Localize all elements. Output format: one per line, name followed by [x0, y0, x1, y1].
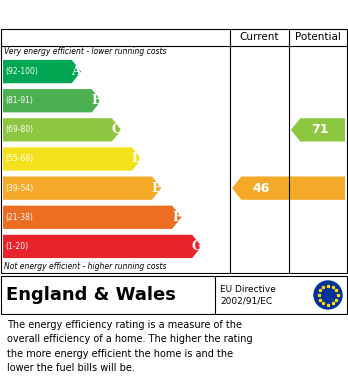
- Text: Not energy efficient - higher running costs: Not energy efficient - higher running co…: [4, 262, 166, 271]
- Text: The energy efficiency rating is a measure of the
overall efficiency of a home. T: The energy efficiency rating is a measur…: [7, 320, 253, 373]
- Circle shape: [314, 281, 342, 309]
- Text: Very energy efficient - lower running costs: Very energy efficient - lower running co…: [4, 47, 166, 56]
- Text: (21-38): (21-38): [5, 213, 33, 222]
- Polygon shape: [3, 206, 181, 229]
- Text: EU Directive: EU Directive: [220, 285, 276, 294]
- Text: E: E: [152, 182, 161, 195]
- Text: 71: 71: [311, 123, 328, 136]
- Polygon shape: [3, 60, 81, 83]
- Polygon shape: [3, 118, 121, 142]
- Polygon shape: [232, 176, 345, 200]
- Text: (92-100): (92-100): [5, 67, 38, 76]
- Text: England & Wales: England & Wales: [6, 286, 176, 304]
- Polygon shape: [291, 118, 345, 142]
- Text: C: C: [111, 123, 121, 136]
- Polygon shape: [3, 147, 141, 170]
- Polygon shape: [3, 89, 101, 112]
- Text: (1-20): (1-20): [5, 242, 28, 251]
- Text: (81-91): (81-91): [5, 96, 33, 105]
- Text: (39-54): (39-54): [5, 184, 33, 193]
- Text: F: F: [172, 211, 181, 224]
- Text: G: G: [191, 240, 202, 253]
- Polygon shape: [3, 176, 161, 200]
- Text: B: B: [91, 94, 102, 107]
- Text: 46: 46: [253, 182, 270, 195]
- Text: Potential: Potential: [294, 32, 340, 42]
- Polygon shape: [3, 235, 201, 258]
- Text: (55-68): (55-68): [5, 154, 33, 163]
- Text: A: A: [71, 65, 81, 78]
- Text: (69-80): (69-80): [5, 126, 33, 135]
- Text: Current: Current: [240, 32, 279, 42]
- Text: 2002/91/EC: 2002/91/EC: [220, 296, 272, 305]
- Text: D: D: [131, 152, 142, 165]
- Text: Energy Efficiency Rating: Energy Efficiency Rating: [10, 7, 220, 22]
